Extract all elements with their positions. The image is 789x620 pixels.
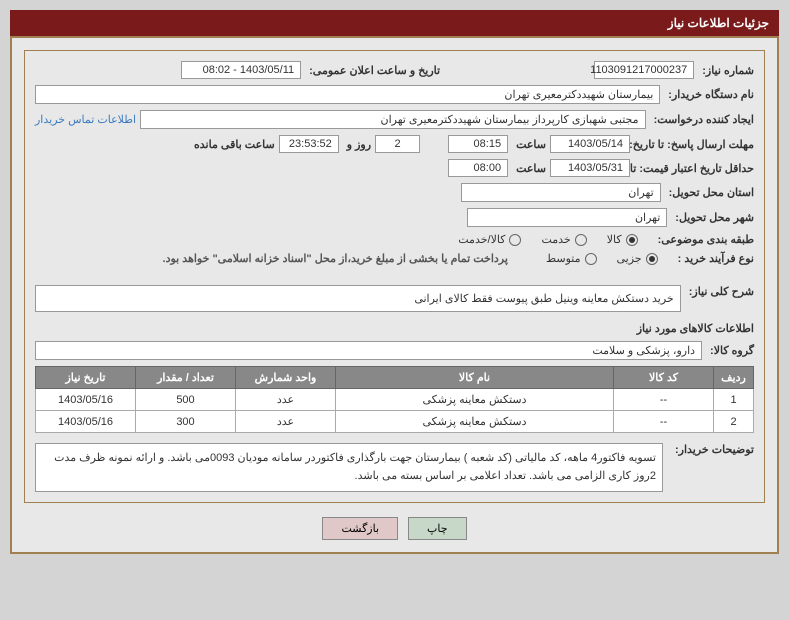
day-and-label: روز و bbox=[343, 138, 371, 151]
payment-note: پرداخت تمام یا بخشی از مبلغ خرید،از محل … bbox=[163, 252, 508, 265]
table-cell: 500 bbox=[136, 389, 236, 411]
buyer-org-label: نام دستگاه خریدار: bbox=[664, 88, 754, 101]
button-row: چاپ بازگشت bbox=[24, 517, 765, 540]
radio-both[interactable]: کالا/خدمت bbox=[458, 233, 521, 246]
radio-goods-icon bbox=[626, 234, 638, 246]
table-cell: 1403/05/16 bbox=[36, 411, 136, 433]
general-desc-box: خرید دستکش معاینه وینیل طبق پیوست فقط کا… bbox=[35, 285, 681, 312]
radio-both-label: کالا/خدمت bbox=[458, 233, 505, 246]
radio-goods-label: کالا bbox=[607, 233, 622, 246]
subject-cat-label: طبقه بندی موضوعی: bbox=[654, 233, 754, 246]
table-cell: 300 bbox=[136, 411, 236, 433]
buyer-org-value: بیمارستان شهیددکترمعیری تهران bbox=[35, 85, 660, 104]
content-inner: شماره نیاز: 1103091217000237 تاریخ و ساع… bbox=[24, 50, 765, 503]
table-cell: عدد bbox=[236, 389, 336, 411]
table-cell: 2 bbox=[714, 411, 754, 433]
content-outer: شماره نیاز: 1103091217000237 تاریخ و ساع… bbox=[10, 36, 779, 554]
th-row: ردیف bbox=[714, 367, 754, 389]
details-panel: جزئیات اطلاعات نیاز شماره نیاز: 11030912… bbox=[10, 10, 779, 554]
goods-group-label: گروه کالا: bbox=[706, 344, 754, 357]
contact-info-link[interactable]: اطلاعات تماس خریدار bbox=[35, 113, 136, 126]
remaining-label: ساعت باقی مانده bbox=[190, 138, 275, 151]
province-value: تهران bbox=[461, 183, 661, 202]
requester-label: ایجاد کننده درخواست: bbox=[650, 113, 754, 126]
radio-medium-label: متوسط bbox=[546, 252, 581, 265]
requester-value: مجتبی شهبازی کارپرداز بیمارستان شهیددکتر… bbox=[140, 110, 646, 129]
radio-both-icon bbox=[509, 234, 521, 246]
process-type-group: جزیی متوسط bbox=[546, 252, 658, 265]
remaining-time-value: 23:53:52 bbox=[279, 135, 339, 153]
city-value: تهران bbox=[467, 208, 667, 227]
need-no-label: شماره نیاز: bbox=[698, 64, 754, 77]
resp-time-value: 08:15 bbox=[448, 135, 508, 153]
table-cell: عدد bbox=[236, 411, 336, 433]
back-button[interactable]: بازگشت bbox=[322, 517, 398, 540]
table-cell: 1403/05/16 bbox=[36, 389, 136, 411]
th-code: کد کالا bbox=[614, 367, 714, 389]
table-cell: -- bbox=[614, 411, 714, 433]
province-label: استان محل تحویل: bbox=[665, 186, 754, 199]
items-info-heading: اطلاعات کالاهای مورد نیاز bbox=[35, 322, 754, 335]
th-name: نام کالا bbox=[336, 367, 614, 389]
th-date: تاریخ نیاز bbox=[36, 367, 136, 389]
radio-medium[interactable]: متوسط bbox=[546, 252, 597, 265]
print-button[interactable]: چاپ bbox=[408, 517, 467, 540]
general-desc-label: شرح کلی نیاز: bbox=[685, 285, 754, 298]
validity-date-value: 1403/05/31 bbox=[550, 159, 630, 177]
radio-medium-icon bbox=[585, 253, 597, 265]
time-label-1: ساعت bbox=[512, 138, 546, 151]
items-table: ردیف کد کالا نام کالا واحد شمارش تعداد /… bbox=[35, 366, 754, 433]
table-cell: دستکش معاینه پزشکی bbox=[336, 389, 614, 411]
validity-label: حداقل تاریخ اعتبار قیمت: تا تاریخ: bbox=[634, 162, 754, 175]
process-type-label: نوع فرآیند خرید : bbox=[674, 252, 754, 265]
panel-header: جزئیات اطلاعات نیاز bbox=[10, 10, 779, 36]
radio-partial-icon bbox=[646, 253, 658, 265]
radio-goods[interactable]: کالا bbox=[607, 233, 638, 246]
remaining-days-value: 2 bbox=[375, 135, 420, 153]
th-qty: تعداد / مقدار bbox=[136, 367, 236, 389]
radio-service-label: خدمت bbox=[541, 233, 570, 246]
table-cell: -- bbox=[614, 389, 714, 411]
th-unit: واحد شمارش bbox=[236, 367, 336, 389]
deadline-resp-label: مهلت ارسال پاسخ: تا تاریخ: bbox=[634, 138, 754, 151]
ann-datetime-value: 1403/05/11 - 08:02 bbox=[181, 61, 301, 79]
buyer-notes-label: توضیحات خریدار: bbox=[671, 443, 754, 456]
buyer-notes-text: تسویه فاکتور4 ماهه، کد مالیاتی (کد شعبه … bbox=[35, 443, 663, 492]
radio-service[interactable]: خدمت bbox=[541, 233, 586, 246]
table-cell: دستکش معاینه پزشکی bbox=[336, 411, 614, 433]
ann-datetime-label: تاریخ و ساعت اعلان عمومی: bbox=[305, 64, 440, 77]
subject-cat-group: کالا خدمت کالا/خدمت bbox=[458, 233, 637, 246]
city-label: شهر محل تحویل: bbox=[671, 211, 754, 224]
resp-date-value: 1403/05/14 bbox=[550, 135, 630, 153]
table-row: 2--دستکش معاینه پزشکیعدد3001403/05/16 bbox=[36, 411, 754, 433]
table-cell: 1 bbox=[714, 389, 754, 411]
radio-partial-label: جزیی bbox=[617, 252, 642, 265]
radio-service-icon bbox=[575, 234, 587, 246]
validity-time-value: 08:00 bbox=[448, 159, 508, 177]
goods-group-value: دارو، پزشکی و سلامت bbox=[35, 341, 702, 360]
table-row: 1--دستکش معاینه پزشکیعدد5001403/05/16 bbox=[36, 389, 754, 411]
need-no-value: 1103091217000237 bbox=[594, 61, 694, 79]
radio-partial[interactable]: جزیی bbox=[617, 252, 658, 265]
time-label-2: ساعت bbox=[512, 162, 546, 175]
